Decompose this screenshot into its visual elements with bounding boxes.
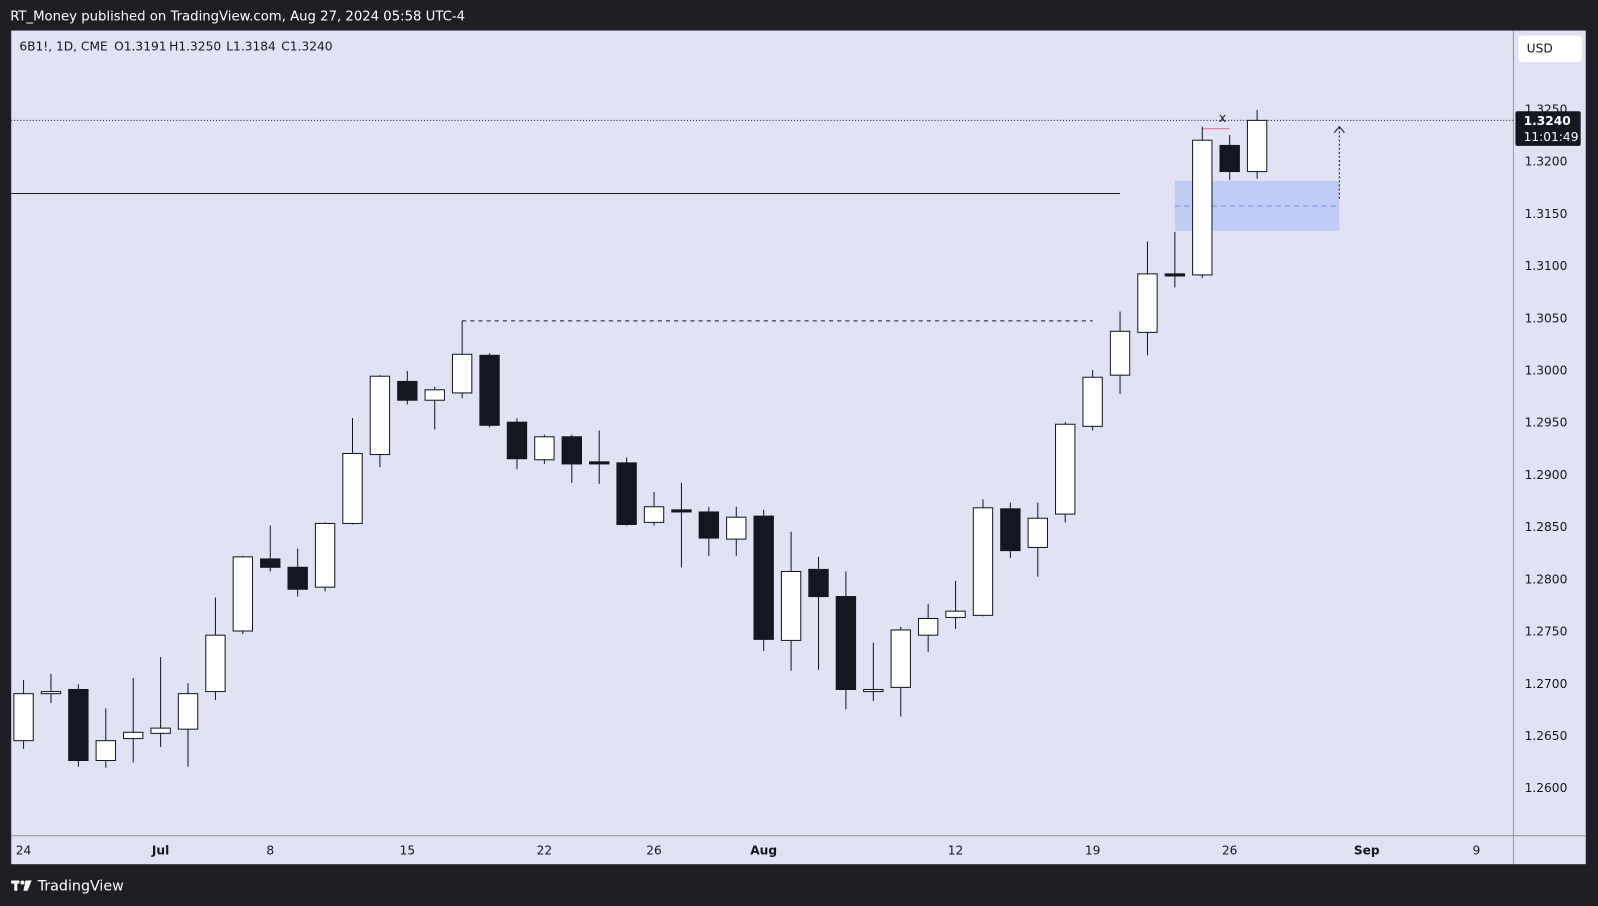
y-tick-label: 1.3100 xyxy=(1525,259,1568,273)
x-tick-label: Jul xyxy=(151,843,169,857)
candle-body xyxy=(945,610,966,618)
candle-body xyxy=(726,516,747,540)
candle-body xyxy=(40,691,62,695)
candle-body xyxy=(835,596,857,690)
y-tick-label: 1.2700 xyxy=(1525,677,1568,691)
candle-body xyxy=(1000,508,1021,552)
x-tick-label: 8 xyxy=(266,843,274,857)
y-tick-label: 1.2650 xyxy=(1525,729,1568,743)
countdown: 11:01:49 xyxy=(1524,130,1579,144)
x-tick-label: 24 xyxy=(16,843,32,857)
candle-body xyxy=(95,740,116,762)
x-tick-label: Aug xyxy=(750,843,777,857)
candle-body xyxy=(1137,273,1158,333)
candle-body xyxy=(150,727,171,734)
candle-body xyxy=(753,515,774,640)
x-tick-label: 19 xyxy=(1085,843,1101,857)
y-tick-label: 1.2600 xyxy=(1525,781,1568,795)
y-tick-label: 1.3000 xyxy=(1525,363,1568,377)
price-tag-label: 1.3240 xyxy=(1524,114,1571,128)
x-tick-label: 12 xyxy=(948,843,964,857)
candle-body xyxy=(1219,144,1240,173)
candle-body xyxy=(1192,139,1213,276)
legend-ohlc: H1.3250 xyxy=(169,39,221,53)
candle-body xyxy=(1055,423,1076,515)
candle-body xyxy=(890,629,911,688)
x-tick-label: 9 xyxy=(1473,843,1481,857)
candle-body xyxy=(369,375,391,456)
candle-body xyxy=(424,389,445,401)
candle-body xyxy=(589,461,610,465)
currency-label: USD xyxy=(1527,41,1553,55)
candle-body xyxy=(698,511,720,539)
marker-text: x xyxy=(1219,111,1226,125)
candle-body xyxy=(205,634,226,693)
y-tick-label: 1.2850 xyxy=(1525,520,1568,534)
candle-body xyxy=(561,436,582,465)
x-tick-label: 26 xyxy=(646,843,662,857)
logo-part xyxy=(23,880,32,891)
candle-body xyxy=(314,522,336,588)
y-tick-label: 1.2750 xyxy=(1525,625,1568,639)
candle-body xyxy=(123,731,144,740)
arrow-head xyxy=(1333,125,1345,134)
candle-body xyxy=(232,556,254,632)
candle-body xyxy=(506,421,528,460)
candle-body xyxy=(1027,517,1048,548)
x-tick-label: 22 xyxy=(537,843,553,857)
legend-ohlc: L1.3184 xyxy=(226,39,276,53)
y-tick-label: 1.3050 xyxy=(1525,311,1568,325)
candle-body xyxy=(13,693,34,742)
candle-body xyxy=(1164,273,1186,277)
y-tick-label: 1.3200 xyxy=(1525,155,1568,169)
candle-body xyxy=(260,558,281,568)
candle-body xyxy=(643,506,665,523)
candle-body xyxy=(534,436,555,461)
candle-body xyxy=(780,570,802,641)
legend-ohlc: C1.3240 xyxy=(281,39,332,53)
candle-body xyxy=(1246,119,1268,173)
y-tick-label: 1.2950 xyxy=(1525,416,1568,430)
candle-body xyxy=(342,452,363,524)
candle-body xyxy=(1082,376,1103,427)
footer-brand: TradingView xyxy=(37,879,124,895)
x-tick-label: 26 xyxy=(1222,843,1238,857)
candle-body xyxy=(68,688,89,762)
candle-body xyxy=(287,566,308,590)
logo-part xyxy=(14,880,18,891)
candle-body xyxy=(451,353,473,394)
y-tick-label: 1.2900 xyxy=(1525,468,1568,482)
y-tick-label: 1.2800 xyxy=(1525,572,1568,586)
overlay: 1.2600 1.2650 1.2700 1.2750 1.2800 1.2850 1.29… xyxy=(16,35,1582,857)
x-tick-label: 15 xyxy=(400,843,416,857)
candle-body xyxy=(917,617,939,636)
candle-body xyxy=(808,568,829,598)
price-tag xyxy=(1515,111,1581,146)
candle-body xyxy=(616,462,637,526)
chart-panel xyxy=(11,30,1586,865)
candle-body xyxy=(479,354,500,426)
candle-body xyxy=(972,507,994,616)
candle-body xyxy=(671,509,692,513)
legend-symbol: 6B1!, 1D, CME xyxy=(19,39,107,53)
logo-part xyxy=(20,880,25,885)
candle-body xyxy=(397,380,418,401)
plot-area: x xyxy=(11,109,1514,768)
y-tick-label: 1.3150 xyxy=(1525,207,1568,221)
legend-ohlc: O1.3191 xyxy=(114,39,166,53)
header-text: RT_Money published on TradingView.com, A… xyxy=(10,9,465,24)
currency-button[interactable] xyxy=(1518,35,1582,63)
candle-body xyxy=(1109,330,1131,376)
x-tick-label: Sep xyxy=(1354,843,1380,857)
candle-body xyxy=(863,688,884,693)
footer-logo xyxy=(11,880,32,891)
candle-body xyxy=(177,693,199,730)
